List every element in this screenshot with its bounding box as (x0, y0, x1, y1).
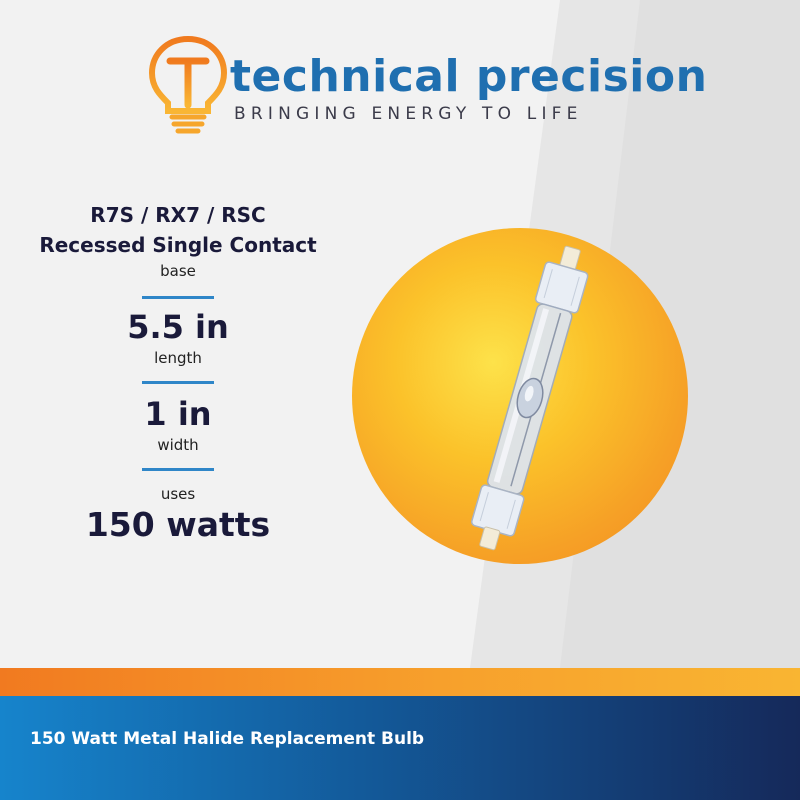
brand-logo: technical precision BRINGING ENERGY TO L… (148, 35, 707, 135)
base-name: Recessed Single Contact (39, 233, 317, 257)
uses-label: uses (160, 485, 196, 503)
brand-tagline: BRINGING ENERGY TO LIFE (234, 104, 583, 124)
spec-list: R7S / RX7 / RSC Recessed Single Contact … (18, 200, 338, 545)
width-value: 1 in (144, 395, 212, 433)
length-value: 5.5 in (127, 308, 229, 346)
divider (142, 296, 214, 299)
divider (142, 381, 214, 384)
base-label: base (160, 262, 196, 280)
footer-orange-band (0, 668, 800, 696)
metal-halide-bulb-image (471, 245, 589, 551)
footer-blue-band (0, 696, 800, 800)
lightbulb-t-icon (148, 35, 228, 134)
width-label: width (157, 436, 199, 454)
watts-value: 150 watts (85, 505, 271, 544)
brand-name: technical precision (230, 51, 708, 102)
product-title: 150 Watt Metal Halide Replacement Bulb (30, 729, 425, 749)
base-types: R7S / RX7 / RSC (90, 203, 266, 227)
divider (142, 468, 214, 471)
length-label: length (154, 349, 202, 367)
